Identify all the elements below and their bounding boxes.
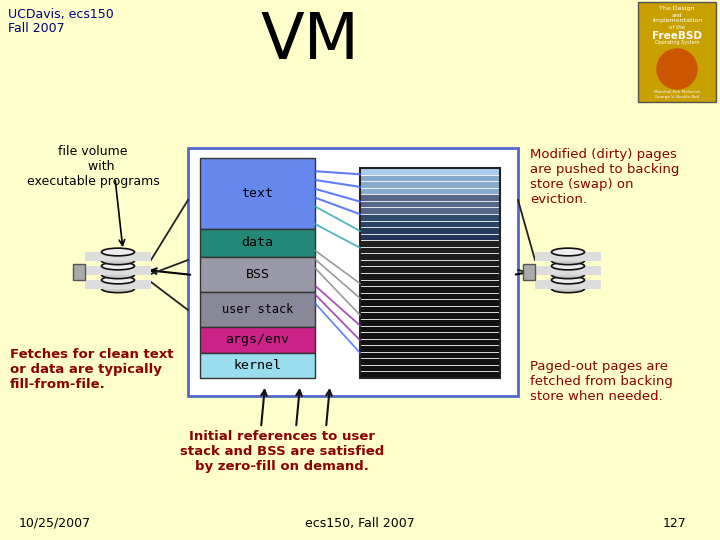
Text: data: data (241, 236, 274, 249)
Bar (360, 293, 500, 299)
Bar (200, 228, 315, 256)
Text: The Design: The Design (660, 6, 695, 11)
Bar (360, 201, 500, 207)
Bar (85, 252, 151, 261)
Text: of the: of the (669, 25, 685, 30)
Bar (73, 264, 85, 280)
Text: Initial references to user
stack and BSS are satisfied
by zero-fill on demand.: Initial references to user stack and BSS… (180, 430, 384, 473)
Bar (360, 234, 500, 240)
Ellipse shape (552, 285, 585, 293)
Bar (360, 168, 500, 378)
Bar (360, 168, 500, 174)
Text: args/env: args/env (225, 333, 289, 347)
Bar (360, 352, 500, 359)
Bar (360, 227, 500, 234)
Bar (360, 372, 500, 378)
Bar (360, 312, 500, 319)
Text: BSS: BSS (246, 268, 269, 281)
Bar (535, 280, 601, 289)
Text: and: and (672, 13, 683, 18)
Bar (360, 247, 500, 253)
Bar (360, 260, 500, 266)
Ellipse shape (552, 257, 585, 265)
Ellipse shape (552, 276, 585, 284)
Ellipse shape (552, 248, 585, 256)
Ellipse shape (102, 285, 135, 293)
Text: Paged-out pages are
fetched from backing
store when needed.: Paged-out pages are fetched from backing… (530, 360, 673, 403)
Ellipse shape (102, 248, 135, 256)
Bar (200, 327, 315, 353)
Text: FreeBSD: FreeBSD (652, 31, 702, 41)
Text: Operating System: Operating System (654, 40, 699, 45)
Bar (535, 252, 601, 261)
Text: ecs150, Fall 2007: ecs150, Fall 2007 (305, 517, 415, 530)
Circle shape (657, 49, 697, 89)
Text: Implementation: Implementation (652, 18, 702, 23)
Text: kernel: kernel (233, 359, 282, 372)
Bar (360, 240, 500, 247)
Bar (200, 256, 315, 292)
Bar (360, 286, 500, 293)
Bar (360, 266, 500, 273)
Bar (360, 273, 500, 280)
Bar (360, 332, 500, 339)
Bar (638, 2, 716, 102)
Ellipse shape (552, 271, 585, 279)
Bar (360, 253, 500, 260)
Text: user stack: user stack (222, 303, 293, 316)
Text: Fetches for clean text
or data are typically
fill-from-file.: Fetches for clean text or data are typic… (10, 348, 174, 391)
Bar (85, 280, 151, 289)
Text: Marshall Kirk McKusick
George V. Neville-Neil: Marshall Kirk McKusick George V. Neville… (654, 90, 700, 99)
Bar (360, 181, 500, 188)
Ellipse shape (102, 271, 135, 279)
Text: 127: 127 (663, 517, 687, 530)
Bar (85, 266, 151, 275)
Bar (360, 207, 500, 214)
Bar (360, 359, 500, 365)
Bar (360, 280, 500, 286)
Ellipse shape (552, 262, 585, 270)
Text: UCDavis, ecs150: UCDavis, ecs150 (8, 8, 114, 21)
Bar (360, 188, 500, 194)
Bar (200, 353, 315, 378)
Text: VM: VM (261, 10, 359, 72)
Ellipse shape (102, 276, 135, 284)
Ellipse shape (102, 262, 135, 270)
Bar (360, 299, 500, 306)
Bar (360, 326, 500, 332)
Bar (360, 339, 500, 345)
Bar (535, 266, 601, 275)
Bar (360, 306, 500, 312)
Text: Modified (dirty) pages
are pushed to backing
store (swap) on
eviction.: Modified (dirty) pages are pushed to bac… (530, 148, 680, 206)
Bar (360, 365, 500, 372)
Bar (360, 319, 500, 326)
Ellipse shape (102, 257, 135, 265)
Bar (200, 158, 315, 228)
Bar (188, 148, 518, 396)
Bar (523, 264, 535, 280)
Bar (360, 220, 500, 227)
Bar (360, 345, 500, 352)
Bar (200, 292, 315, 327)
Text: 10/25/2007: 10/25/2007 (19, 517, 91, 530)
Bar (360, 214, 500, 220)
Text: text: text (241, 187, 274, 200)
Bar (360, 174, 500, 181)
Text: Fall 2007: Fall 2007 (8, 22, 65, 35)
Bar (360, 194, 500, 201)
Text: file volume
    with
executable programs: file volume with executable programs (27, 145, 159, 188)
